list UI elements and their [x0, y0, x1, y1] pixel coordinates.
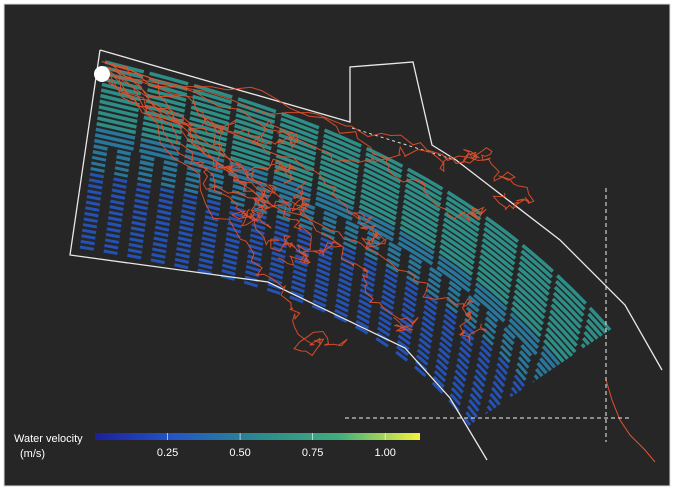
streamline: [81, 234, 480, 421]
channel-outline: [69, 49, 663, 461]
fish-track: [605, 379, 656, 463]
release-point: [94, 66, 110, 82]
streamline: [79, 245, 472, 426]
streamline: [82, 223, 489, 415]
fish-track: [104, 68, 343, 258]
streamline: [93, 144, 548, 375]
streamline: [92, 149, 544, 378]
fish-tracks: [101, 61, 656, 463]
fish-track: [118, 77, 419, 332]
fish-track: [108, 67, 487, 344]
fish-track: [104, 74, 299, 150]
streamline: [88, 183, 518, 395]
streamline: [101, 82, 595, 343]
fish-track: [112, 65, 387, 248]
streamlines: [79, 60, 612, 426]
streamline: [90, 167, 531, 386]
streamline: [85, 200, 506, 403]
fish-track: [114, 76, 535, 211]
streamline: [98, 105, 578, 355]
fish-track: [101, 61, 493, 173]
streamline: [84, 211, 497, 409]
streamline: [103, 71, 603, 337]
colorbar-tick-label: 1.00: [374, 447, 395, 459]
colorbar-tick-label: 0.25: [157, 447, 178, 459]
streamline: [85, 206, 501, 406]
streamline: [83, 217, 493, 412]
fish-track: [114, 69, 311, 266]
streamline: [94, 133, 557, 369]
streamline: [91, 155, 540, 380]
streamline: [91, 161, 535, 383]
streamline: [88, 178, 523, 392]
streamline: [97, 116, 569, 360]
colorbar-unit: (m/s): [20, 448, 45, 460]
fish-track: [101, 66, 272, 229]
streamline: [104, 60, 612, 332]
colorbar: [95, 433, 420, 440]
streamline: [86, 195, 510, 401]
streamline: [80, 239, 476, 424]
streamline: [102, 77, 599, 340]
streamline: [82, 228, 484, 418]
fish-track: [109, 74, 348, 357]
streamline: [87, 189, 514, 398]
streamline: [100, 88, 591, 346]
fish-track: [113, 65, 487, 223]
colorbar-tick-label: 0.50: [229, 447, 250, 459]
colorbar-title: Water velocity: [14, 433, 83, 445]
streamline: [97, 110, 574, 358]
streamline: [96, 121, 565, 363]
colorbar-tick-label: 0.75: [302, 447, 323, 459]
